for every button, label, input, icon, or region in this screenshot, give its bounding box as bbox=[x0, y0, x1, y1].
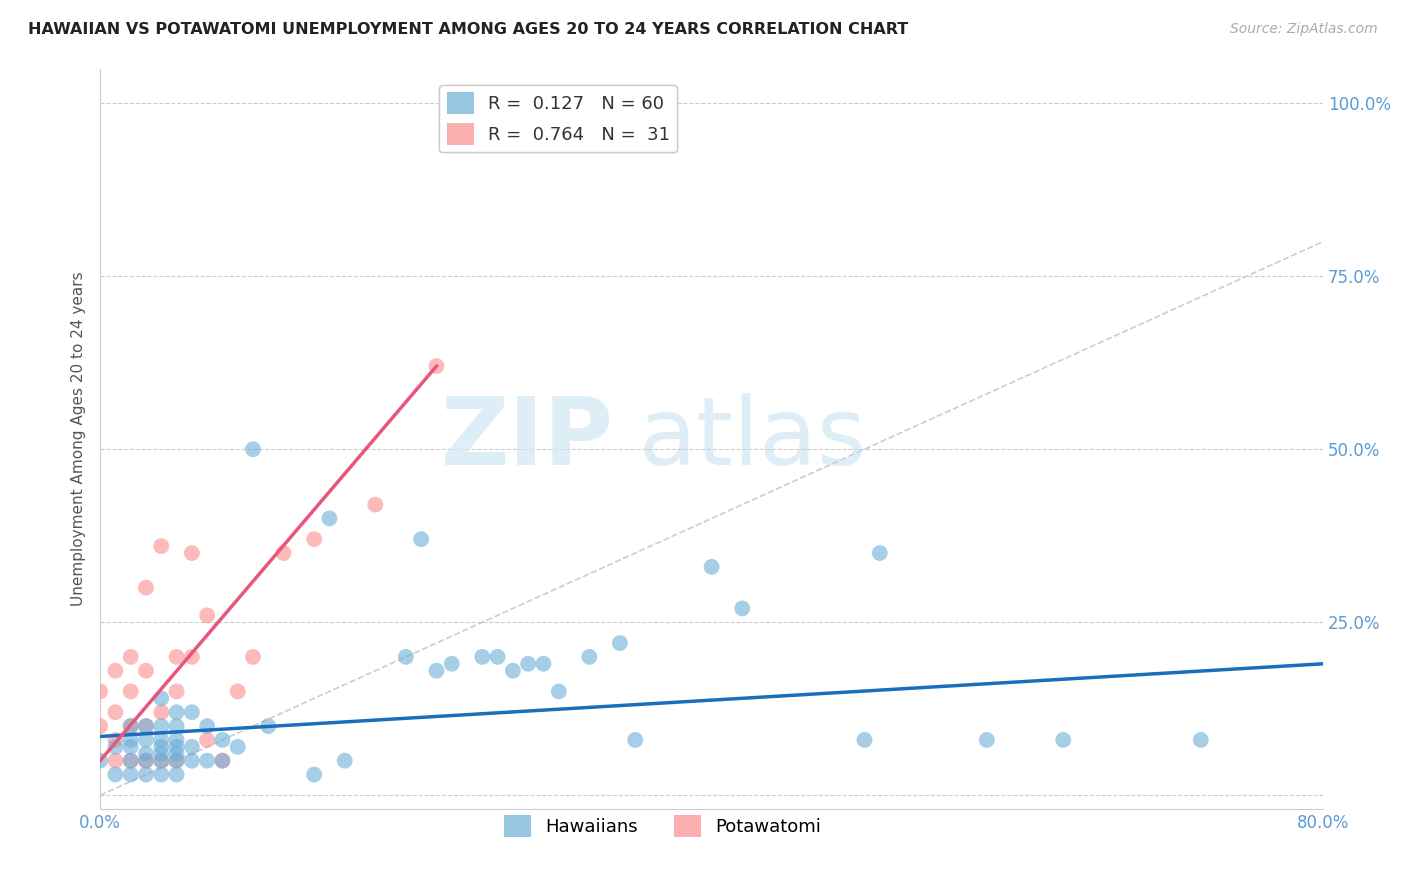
Point bbox=[533, 657, 555, 671]
Point bbox=[135, 754, 157, 768]
Point bbox=[120, 649, 142, 664]
Point bbox=[302, 532, 325, 546]
Point bbox=[211, 754, 233, 768]
Point bbox=[869, 546, 891, 560]
Point bbox=[302, 767, 325, 781]
Point bbox=[517, 657, 540, 671]
Point bbox=[486, 649, 509, 664]
Point bbox=[273, 546, 295, 560]
Point bbox=[150, 767, 173, 781]
Point bbox=[226, 684, 249, 698]
Point bbox=[731, 601, 754, 615]
Point bbox=[166, 754, 188, 768]
Point bbox=[211, 733, 233, 747]
Point bbox=[609, 636, 631, 650]
Point bbox=[624, 733, 647, 747]
Point bbox=[195, 754, 218, 768]
Point bbox=[364, 498, 387, 512]
Point bbox=[150, 754, 173, 768]
Point bbox=[166, 649, 188, 664]
Point bbox=[502, 664, 524, 678]
Point bbox=[120, 739, 142, 754]
Point bbox=[166, 705, 188, 719]
Text: atlas: atlas bbox=[638, 392, 866, 485]
Point bbox=[120, 684, 142, 698]
Point bbox=[89, 719, 111, 733]
Point bbox=[180, 754, 202, 768]
Point bbox=[257, 719, 280, 733]
Text: Source: ZipAtlas.com: Source: ZipAtlas.com bbox=[1230, 22, 1378, 37]
Point bbox=[120, 767, 142, 781]
Point bbox=[89, 754, 111, 768]
Point bbox=[150, 739, 173, 754]
Point bbox=[104, 739, 127, 754]
Y-axis label: Unemployment Among Ages 20 to 24 years: Unemployment Among Ages 20 to 24 years bbox=[72, 271, 86, 607]
Point bbox=[333, 754, 356, 768]
Point bbox=[120, 733, 142, 747]
Point bbox=[425, 664, 447, 678]
Point bbox=[120, 719, 142, 733]
Point bbox=[411, 532, 433, 546]
Point bbox=[180, 546, 202, 560]
Point bbox=[150, 539, 173, 553]
Point bbox=[547, 684, 569, 698]
Text: HAWAIIAN VS POTAWATOMI UNEMPLOYMENT AMONG AGES 20 TO 24 YEARS CORRELATION CHART: HAWAIIAN VS POTAWATOMI UNEMPLOYMENT AMON… bbox=[28, 22, 908, 37]
Point bbox=[226, 739, 249, 754]
Point bbox=[104, 705, 127, 719]
Point bbox=[211, 754, 233, 768]
Point bbox=[166, 754, 188, 768]
Point bbox=[471, 649, 494, 664]
Point bbox=[120, 754, 142, 768]
Point bbox=[135, 767, 157, 781]
Point bbox=[440, 657, 463, 671]
Point bbox=[104, 733, 127, 747]
Point bbox=[180, 705, 202, 719]
Point bbox=[976, 733, 998, 747]
Point bbox=[425, 359, 447, 373]
Point bbox=[195, 733, 218, 747]
Point bbox=[104, 664, 127, 678]
Point bbox=[578, 649, 600, 664]
Point bbox=[1189, 733, 1212, 747]
Point bbox=[166, 739, 188, 754]
Point bbox=[135, 747, 157, 761]
Point bbox=[166, 684, 188, 698]
Point bbox=[135, 581, 157, 595]
Point bbox=[700, 560, 723, 574]
Point bbox=[395, 649, 418, 664]
Point bbox=[180, 649, 202, 664]
Point bbox=[166, 719, 188, 733]
Point bbox=[135, 754, 157, 768]
Point bbox=[135, 719, 157, 733]
Point bbox=[135, 719, 157, 733]
Point bbox=[150, 733, 173, 747]
Text: ZIP: ZIP bbox=[441, 392, 614, 485]
Point bbox=[242, 442, 264, 457]
Point bbox=[166, 767, 188, 781]
Point bbox=[166, 733, 188, 747]
Point bbox=[242, 649, 264, 664]
Point bbox=[180, 739, 202, 754]
Point bbox=[120, 754, 142, 768]
Point bbox=[135, 664, 157, 678]
Point bbox=[150, 719, 173, 733]
Point bbox=[120, 719, 142, 733]
Point bbox=[150, 754, 173, 768]
Point bbox=[195, 608, 218, 623]
Point bbox=[195, 719, 218, 733]
Point bbox=[853, 733, 876, 747]
Point bbox=[104, 754, 127, 768]
Point bbox=[135, 733, 157, 747]
Point bbox=[1052, 733, 1074, 747]
Legend: Hawaiians, Potawatomi: Hawaiians, Potawatomi bbox=[496, 808, 828, 845]
Point bbox=[150, 705, 173, 719]
Point bbox=[150, 691, 173, 706]
Point bbox=[166, 747, 188, 761]
Point bbox=[150, 747, 173, 761]
Point bbox=[104, 767, 127, 781]
Point bbox=[318, 511, 340, 525]
Point bbox=[89, 684, 111, 698]
